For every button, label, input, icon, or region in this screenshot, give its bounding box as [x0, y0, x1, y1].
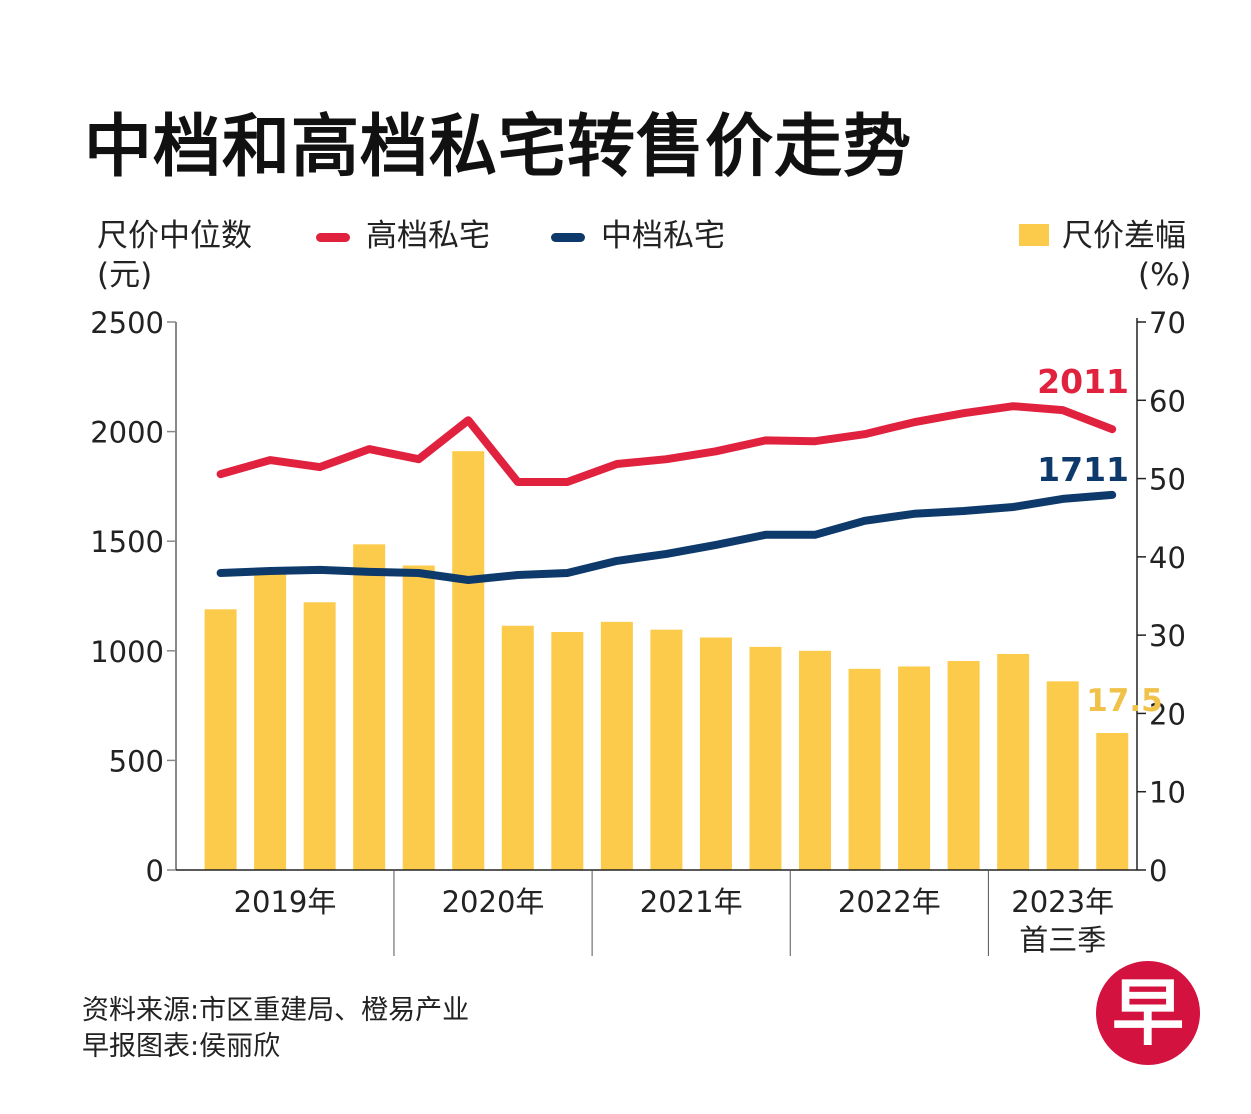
bar — [699, 637, 732, 870]
line-series — [216, 402, 1117, 486]
right-tick-label: 30 — [1149, 619, 1186, 653]
end-label-high: 2011 — [1037, 362, 1129, 401]
x-group-label: 2023年 — [1011, 885, 1114, 919]
chart-title: 中档和高档私宅转售价走势 — [84, 108, 913, 187]
bar — [650, 629, 683, 870]
zaobao-logo: 早 — [1096, 961, 1200, 1065]
bar — [204, 609, 237, 870]
left-tick-label: 500 — [109, 744, 164, 778]
end-label-mid: 1711 — [1037, 450, 1129, 489]
left-axis-label: 尺价中位数 — [97, 218, 252, 254]
bar — [452, 451, 485, 870]
end-label-spread: 17.5 — [1086, 683, 1163, 719]
bar — [898, 666, 931, 870]
logo-char: 早 — [1111, 970, 1184, 1055]
bar — [1096, 733, 1129, 870]
right-axis-unit: (%) — [1138, 257, 1192, 293]
credit-note: 早报图表:侯丽欣 — [82, 1031, 281, 1062]
legend-swatch-yellow — [1019, 224, 1049, 246]
bar — [799, 650, 832, 870]
legend-label: 尺价差幅 — [1062, 218, 1186, 254]
bar — [749, 646, 782, 870]
bar — [551, 632, 584, 870]
right-tick-label: 20 — [1149, 697, 1186, 731]
right-tick-label: 40 — [1149, 541, 1186, 575]
right-tick-label: 50 — [1149, 463, 1186, 497]
bar — [501, 625, 534, 870]
left-tick-label: 0 — [146, 854, 164, 888]
legend-swatch-blue — [551, 233, 585, 242]
x-group-sublabel: 首三季 — [1019, 923, 1106, 957]
bar — [303, 602, 336, 870]
right-tick-label: 70 — [1149, 306, 1186, 340]
bar — [997, 653, 1030, 870]
bar — [254, 574, 287, 870]
legend-label: 中档私宅 — [601, 218, 725, 254]
bar — [402, 565, 435, 870]
right-tick-label: 10 — [1149, 776, 1186, 810]
source-note: 资料来源:市区重建局、橙易产业 — [82, 995, 470, 1026]
bar — [947, 660, 980, 870]
bar — [353, 544, 386, 870]
bar — [1046, 681, 1079, 870]
bar — [848, 668, 881, 870]
left-tick-label: 1500 — [90, 525, 164, 559]
x-group-label: 2021年 — [640, 885, 743, 919]
left-tick-label: 2500 — [90, 306, 164, 340]
right-tick-label: 0 — [1149, 854, 1167, 888]
legend-swatch-red — [316, 233, 350, 242]
bar — [600, 621, 633, 870]
right-tick-label: 60 — [1149, 384, 1186, 418]
left-tick-label: 1000 — [90, 635, 164, 669]
legend-label: 高档私宅 — [366, 218, 490, 254]
left-axis-unit: (元) — [97, 257, 153, 293]
left-tick-label: 2000 — [90, 416, 164, 450]
x-group-label: 2022年 — [838, 885, 941, 919]
x-group-label: 2020年 — [442, 885, 545, 919]
x-group-label: 2019年 — [234, 885, 337, 919]
